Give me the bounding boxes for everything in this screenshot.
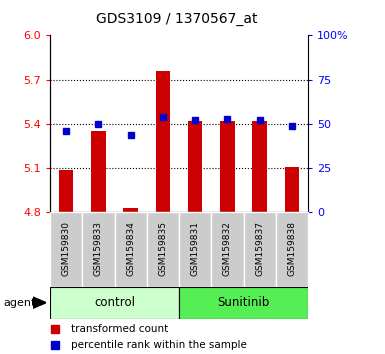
Bar bbox=[243, 212, 276, 287]
Bar bbox=[188, 121, 203, 212]
Text: GSM159830: GSM159830 bbox=[62, 221, 71, 275]
Bar bbox=[285, 167, 299, 212]
Bar bbox=[179, 212, 211, 287]
Bar bbox=[115, 212, 147, 287]
Text: GSM159837: GSM159837 bbox=[255, 221, 264, 275]
Bar bbox=[156, 71, 170, 212]
Bar bbox=[179, 287, 308, 319]
Text: GSM159835: GSM159835 bbox=[158, 221, 167, 275]
Bar bbox=[50, 212, 82, 287]
Bar bbox=[253, 121, 267, 212]
Text: GSM159838: GSM159838 bbox=[287, 221, 296, 275]
Text: Sunitinib: Sunitinib bbox=[218, 296, 270, 309]
Text: GSM159831: GSM159831 bbox=[191, 221, 200, 275]
Bar bbox=[220, 121, 234, 212]
Bar bbox=[82, 212, 115, 287]
Text: agent: agent bbox=[4, 298, 36, 308]
Text: GSM159832: GSM159832 bbox=[223, 221, 232, 275]
Bar bbox=[124, 208, 138, 212]
Text: GDS3109 / 1370567_at: GDS3109 / 1370567_at bbox=[96, 12, 258, 27]
Text: percentile rank within the sample: percentile rank within the sample bbox=[71, 340, 247, 350]
Bar bbox=[211, 212, 243, 287]
Bar bbox=[50, 287, 179, 319]
Polygon shape bbox=[33, 297, 46, 308]
Bar bbox=[276, 212, 308, 287]
Text: GSM159834: GSM159834 bbox=[126, 221, 135, 275]
Bar bbox=[91, 131, 105, 212]
Text: control: control bbox=[94, 296, 135, 309]
Text: transformed count: transformed count bbox=[71, 324, 169, 333]
Bar bbox=[147, 212, 179, 287]
Bar bbox=[59, 170, 74, 212]
Text: GSM159833: GSM159833 bbox=[94, 221, 103, 275]
